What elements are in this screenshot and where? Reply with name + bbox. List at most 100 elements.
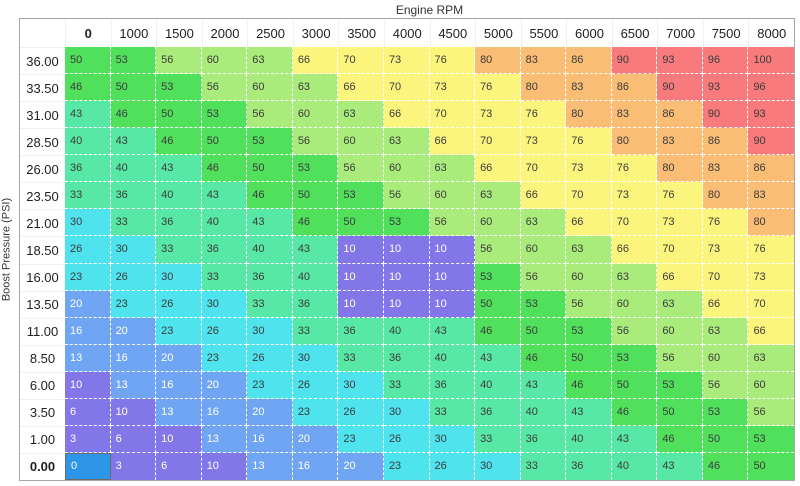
grid-cell[interactable]: 53 (475, 263, 521, 291)
grid-cell[interactable]: 60 (566, 263, 612, 291)
grid-cell[interactable]: 86 (566, 47, 612, 75)
grid-cell[interactable]: 36 (156, 209, 202, 237)
grid-cell[interactable]: 26 (429, 452, 476, 480)
grid-cell[interactable]: 20 (201, 371, 248, 399)
col-header-1500[interactable]: 1500 (156, 19, 202, 47)
grid-cell[interactable]: 76 (611, 155, 658, 183)
grid-cell[interactable]: 63 (475, 182, 521, 210)
grid-cell[interactable]: 40 (65, 128, 111, 156)
grid-cell[interactable]: 43 (657, 452, 703, 480)
grid-cell[interactable]: 36 (338, 317, 384, 345)
grid-cell[interactable]: 63 (748, 344, 794, 372)
grid-cell[interactable]: 66 (520, 182, 567, 210)
grid-cell[interactable]: 16 (201, 398, 248, 426)
grid-cell[interactable]: 10 (201, 452, 248, 480)
grid-cell[interactable]: 73 (475, 101, 521, 129)
grid-cell[interactable]: 23 (292, 398, 339, 426)
grid-cell[interactable]: 6 (65, 398, 111, 426)
grid-cell[interactable]: 80 (657, 155, 703, 183)
grid-cell[interactable]: 83 (520, 47, 567, 75)
grid-cell[interactable]: 50 (748, 452, 794, 480)
grid-cell[interactable]: 46 (247, 182, 293, 210)
grid-cell[interactable]: 56 (475, 236, 521, 264)
grid-cell[interactable]: 30 (383, 398, 430, 426)
grid-cell[interactable]: 23 (338, 425, 384, 453)
grid-cell[interactable]: 16 (156, 371, 202, 399)
grid-cell[interactable]: 70 (475, 128, 521, 156)
grid-cell[interactable]: 86 (611, 74, 658, 102)
col-header-3000[interactable]: 3000 (292, 19, 339, 47)
grid-cell[interactable]: 20 (65, 290, 111, 318)
grid-cell[interactable]: 56 (292, 128, 339, 156)
grid-cell[interactable]: 50 (520, 317, 567, 345)
grid-cell[interactable]: 56 (566, 290, 612, 318)
grid-cell[interactable]: 33 (520, 452, 567, 480)
grid-cell[interactable]: 63 (429, 155, 476, 183)
grid-cell[interactable]: 40 (520, 398, 567, 426)
grid-cell[interactable]: 53 (156, 74, 202, 102)
grid-cell[interactable]: 26 (201, 317, 248, 345)
row-header-33.50[interactable]: 33.50 (20, 74, 65, 102)
grid-cell[interactable]: 50 (292, 182, 339, 210)
grid-cell[interactable]: 100 (748, 47, 794, 75)
grid-cell[interactable]: 43 (566, 398, 612, 426)
grid-cell[interactable]: 60 (520, 236, 567, 264)
grid-cell[interactable]: 26 (338, 398, 384, 426)
grid-cell[interactable]: 36 (110, 182, 157, 210)
grid-cell[interactable]: 10 (338, 290, 384, 318)
col-header-3500[interactable]: 3500 (338, 19, 384, 47)
grid-cell[interactable]: 56 (702, 371, 749, 399)
grid-cell[interactable]: 46 (156, 128, 202, 156)
col-header-4000[interactable]: 4000 (383, 19, 430, 47)
grid-cell[interactable]: 63 (292, 74, 339, 102)
grid-cell[interactable]: 16 (110, 344, 157, 372)
grid-cell[interactable]: 40 (247, 236, 293, 264)
grid-cell[interactable]: 40 (475, 371, 521, 399)
grid-cell[interactable]: 73 (702, 236, 749, 264)
grid-cell[interactable]: 76 (702, 209, 749, 237)
grid-cell[interactable]: 53 (383, 209, 430, 237)
grid-cell[interactable]: 66 (292, 47, 339, 75)
grid-cell[interactable]: 46 (475, 317, 521, 345)
grid-cell[interactable]: 26 (156, 290, 202, 318)
grid-cell[interactable]: 36 (247, 263, 293, 291)
grid-cell[interactable]: 56 (156, 47, 202, 75)
grid-cell[interactable]: 6 (156, 452, 202, 480)
grid-cell[interactable]: 60 (475, 209, 521, 237)
grid-cell[interactable]: 40 (429, 344, 476, 372)
grid-cell[interactable]: 20 (292, 425, 339, 453)
row-header-26.00[interactable]: 26.00 (20, 155, 65, 183)
grid-cell[interactable]: 36 (292, 290, 339, 318)
grid-cell[interactable]: 10 (429, 236, 476, 264)
grid-cell[interactable]: 66 (475, 155, 521, 183)
grid-cell[interactable]: 33 (201, 263, 248, 291)
grid-cell[interactable]: 16 (247, 425, 293, 453)
row-header-23.50[interactable]: 23.50 (20, 182, 65, 210)
grid-cell[interactable]: 73 (429, 74, 476, 102)
grid-cell[interactable]: 66 (383, 101, 430, 129)
grid-cell[interactable]: 50 (338, 209, 384, 237)
grid-cell[interactable]: 23 (247, 371, 293, 399)
grid-cell[interactable]: 66 (338, 74, 384, 102)
grid-cell[interactable]: 60 (429, 182, 476, 210)
row-header-8.50[interactable]: 8.50 (20, 344, 65, 372)
grid-cell[interactable]: 40 (201, 209, 248, 237)
grid-cell[interactable]: 50 (247, 155, 293, 183)
grid-cell[interactable]: 46 (520, 344, 567, 372)
grid-cell[interactable]: 60 (292, 101, 339, 129)
grid-cell[interactable]: 53 (657, 371, 703, 399)
grid-cell[interactable]: 33 (247, 290, 293, 318)
grid-cell[interactable]: 56 (520, 263, 567, 291)
grid-cell[interactable]: 60 (657, 317, 703, 345)
grid-cell[interactable]: 13 (156, 398, 202, 426)
col-header-7500[interactable]: 7500 (702, 19, 749, 47)
grid-cell[interactable]: 43 (156, 155, 202, 183)
grid-cell[interactable]: 83 (657, 128, 703, 156)
grid-cell[interactable]: 33 (65, 182, 111, 210)
grid-cell[interactable]: 60 (338, 128, 384, 156)
grid-cell[interactable]: 33 (156, 236, 202, 264)
grid-cell[interactable]: 30 (338, 371, 384, 399)
col-header-7000[interactable]: 7000 (657, 19, 703, 47)
grid-cell[interactable]: 63 (383, 128, 430, 156)
grid-cell[interactable]: 40 (611, 452, 658, 480)
